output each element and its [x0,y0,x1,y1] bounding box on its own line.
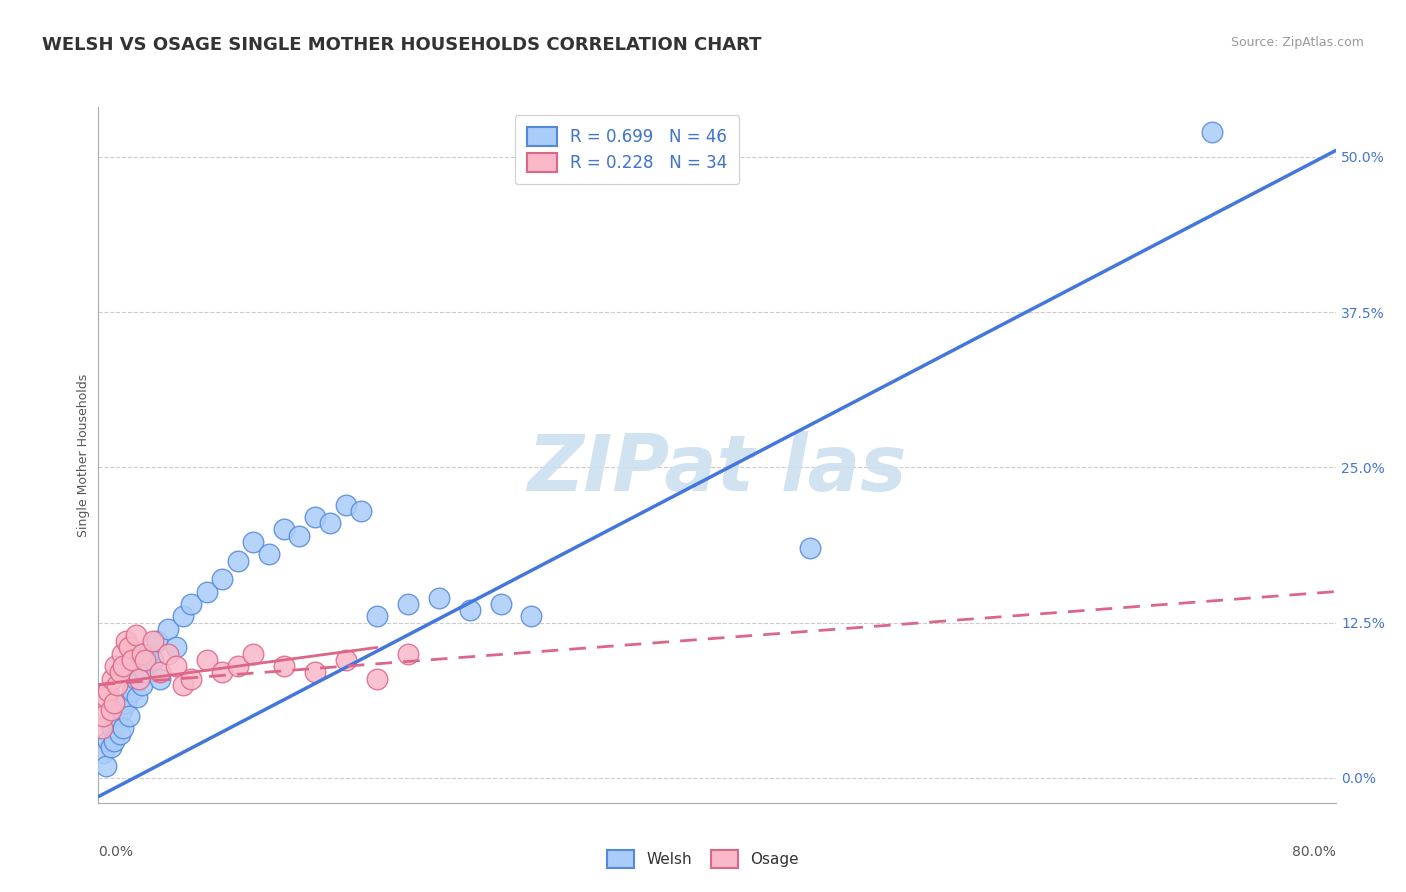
Point [520,609,543,624]
Point [242,535,264,549]
Point [108,727,131,741]
Point [104,659,127,673]
Point [115,697,138,711]
Point [427,591,450,605]
Point [366,672,388,686]
Point [101,672,124,686]
Point [96,758,118,772]
Point [131,647,153,661]
Point [118,708,141,723]
Point [105,678,128,692]
Point [165,659,187,673]
Text: WELSH VS OSAGE SINGLE MOTHER HOUSEHOLDS CORRELATION CHART: WELSH VS OSAGE SINGLE MOTHER HOUSEHOLDS … [42,36,762,54]
Point [105,714,128,729]
Point [124,672,146,686]
Point [103,733,125,747]
Point [112,721,135,735]
Point [90,721,112,735]
Point [149,672,172,686]
Point [180,597,202,611]
Text: 80.0%: 80.0% [1292,845,1336,858]
Point [211,665,233,680]
Point [165,640,187,655]
Point [97,733,120,747]
Point [335,498,357,512]
Point [149,665,172,680]
Point [366,609,388,624]
Point [101,721,124,735]
Point [131,678,153,692]
Point [100,703,122,717]
Text: Source: ZipAtlas.com: Source: ZipAtlas.com [1230,36,1364,49]
Point [128,672,150,686]
Y-axis label: Single Mother Households: Single Mother Households [77,373,90,537]
Point [304,510,326,524]
Point [142,634,165,648]
Point [108,665,131,680]
Point [273,523,295,537]
Point [226,659,249,673]
Text: 0.0%: 0.0% [98,845,134,858]
Text: ZIPat las: ZIPat las [527,431,907,507]
Point [458,603,481,617]
Point [136,647,159,661]
Point [91,746,114,760]
Point [304,665,326,680]
Point [1201,125,1223,139]
Point [121,653,143,667]
Point [180,672,202,686]
Point [124,628,146,642]
Point [104,708,127,723]
Point [195,653,218,667]
Point [118,640,141,655]
Point [157,622,180,636]
Point [195,584,218,599]
Point [127,690,149,705]
Point [273,659,295,673]
Point [257,547,280,561]
Point [134,665,156,680]
Point [111,703,134,717]
Point [396,597,419,611]
Point [226,553,249,567]
Point [96,690,118,705]
Point [242,647,264,661]
Point [799,541,821,555]
Point [103,697,125,711]
Point [100,739,122,754]
Point [350,504,373,518]
Point [128,659,150,673]
Point [134,653,156,667]
Point [97,684,120,698]
Point [173,678,195,692]
Point [112,659,135,673]
Point [288,529,311,543]
Point [146,634,169,648]
Point [489,597,512,611]
Legend: Welsh, Osage: Welsh, Osage [599,843,807,875]
Point [335,653,357,667]
Point [115,634,138,648]
Point [211,572,233,586]
Point [157,647,180,661]
Point [121,684,143,698]
Point [173,609,195,624]
Point [319,516,342,531]
Point [396,647,419,661]
Point [91,708,114,723]
Legend: R = 0.699   N = 46, R = 0.228   N = 34: R = 0.699 N = 46, R = 0.228 N = 34 [515,115,740,184]
Point [142,653,165,667]
Point [111,647,134,661]
